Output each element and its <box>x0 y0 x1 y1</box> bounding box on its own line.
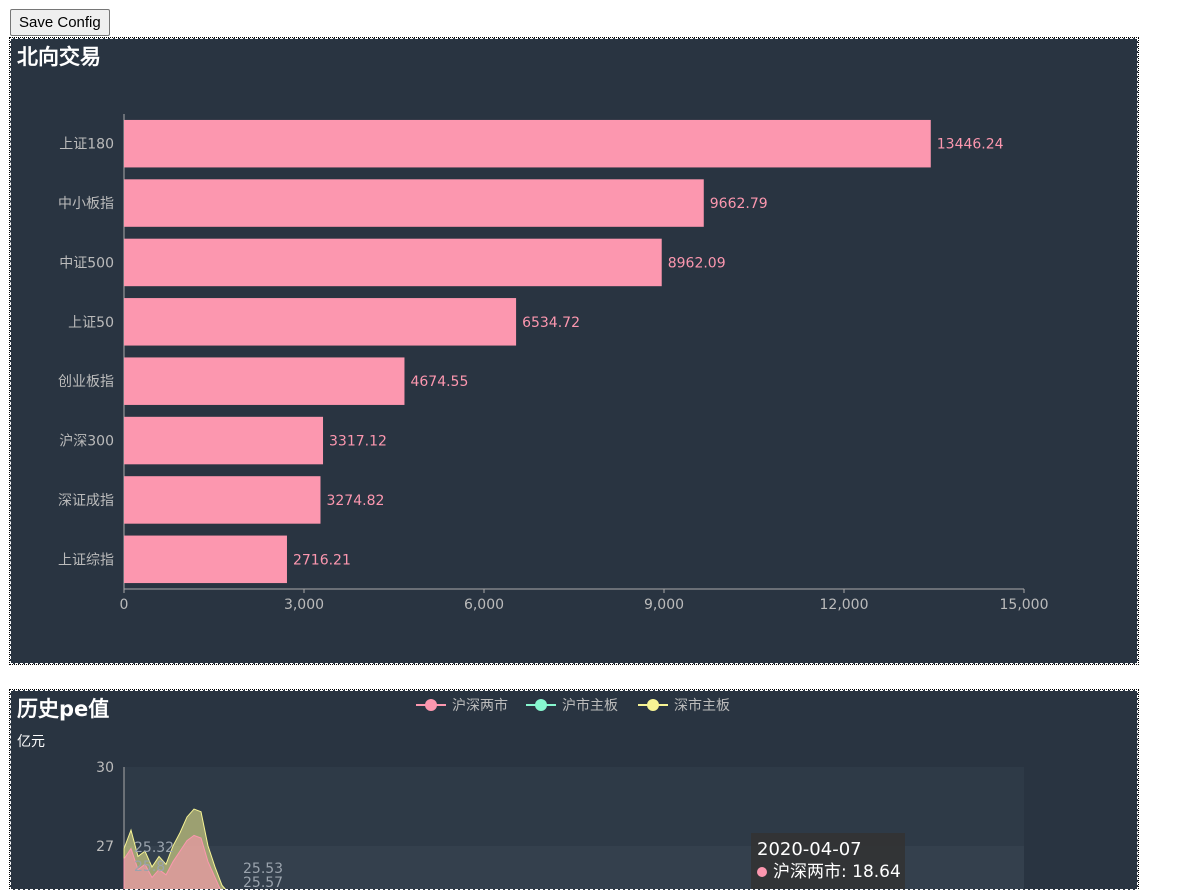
y-tick-label: 上证180 <box>59 137 114 153</box>
tooltip-date: 2020-04-07 <box>757 839 862 860</box>
chart-title: 北向交易 <box>17 45 101 69</box>
x-tick-label: 12,000 <box>820 597 869 613</box>
legend-marker-icon <box>425 699 437 711</box>
y-tick-label: 中小板指 <box>58 196 114 212</box>
point-label: 25.8 <box>134 859 165 875</box>
x-tick-label: 6,000 <box>464 597 504 613</box>
legend-label: 深市主板 <box>674 697 730 714</box>
bar <box>124 179 704 227</box>
bar <box>124 416 324 465</box>
y-tick-label: 创业板指 <box>58 374 114 390</box>
x-tick-label: 0 <box>120 597 129 613</box>
legend-label: 沪市主板 <box>562 697 618 714</box>
northbound-trade-panel: 北向交易 0 3,000 6,000 9,000 12,000 15,000 上证180 13… <box>9 37 1139 665</box>
legend-marker-icon <box>647 699 659 711</box>
data-label: 6534.72 <box>522 315 580 331</box>
y-axis-unit-label: 亿元 <box>17 734 45 750</box>
point-label: 25.57 <box>243 875 283 890</box>
y-tick-label: 深证成指 <box>58 493 114 509</box>
bar <box>124 535 287 584</box>
data-label: 3317.12 <box>329 434 387 450</box>
data-label: 3274.82 <box>326 493 384 509</box>
bar <box>124 298 517 346</box>
data-label: 13446.24 <box>937 137 1004 153</box>
history-pe-panel: 历史pe值 亿元 30 27 沪深两市 沪市主板 深市主板 25.32 25.8 25.53 2… <box>9 689 1139 890</box>
chart-tooltip: 2020-04-07 沪深两市: 18.64 <box>751 833 905 889</box>
bar <box>124 238 662 287</box>
tooltip-row: 沪深两市: 18.64 <box>757 861 901 883</box>
save-config-button[interactable]: Save Config <box>10 9 110 36</box>
bar <box>124 357 405 405</box>
chart-title: 历史pe值 <box>17 697 110 721</box>
legend-label: 沪深两市 <box>452 697 508 714</box>
data-label: 9662.79 <box>710 196 768 212</box>
y-tick-label: 30 <box>96 760 114 776</box>
bar <box>124 476 321 524</box>
series-dot-icon <box>757 867 767 877</box>
y-tick-label: 中证500 <box>59 255 114 271</box>
x-tick-label: 15,000 <box>1000 597 1049 613</box>
point-label: 25.32 <box>134 840 174 856</box>
x-tick-label: 9,000 <box>644 597 684 613</box>
bar <box>124 119 931 168</box>
x-tick-label: 3,000 <box>284 597 324 613</box>
y-tick-label: 沪深300 <box>59 434 114 450</box>
tooltip-value: 18.64 <box>852 862 901 882</box>
y-tick-label: 上证综指 <box>58 552 114 568</box>
data-label: 8962.09 <box>668 255 726 271</box>
legend-marker-icon <box>535 699 547 711</box>
tooltip-series: 沪深两市 <box>773 862 841 882</box>
bar-chart: 0 3,000 6,000 9,000 12,000 15,000 上证180 13446.2… <box>58 114 1049 613</box>
y-tick-label: 27 <box>96 839 114 855</box>
data-label: 4674.55 <box>410 374 468 390</box>
y-tick-label: 上证50 <box>68 315 114 331</box>
data-label: 2716.21 <box>293 552 351 568</box>
point-label: 25.53 <box>243 861 283 877</box>
